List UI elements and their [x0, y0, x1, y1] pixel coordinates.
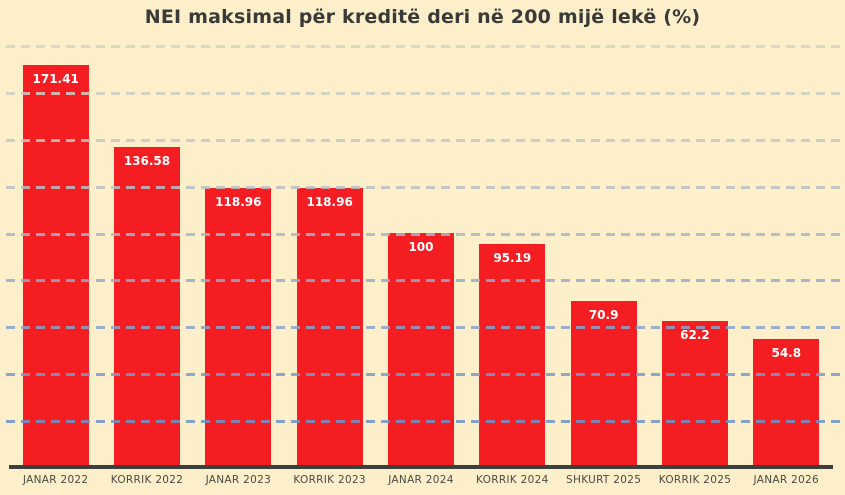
- bar-value-label: 118.96: [306, 195, 353, 210]
- bar-column: 118.96: [193, 188, 284, 467]
- bar-column: 136.58: [101, 146, 192, 467]
- x-axis-label: JANAR 2022: [22, 474, 89, 486]
- x-axis-label: KORRIK 2025: [658, 474, 732, 486]
- bar-value-label: 70.9: [588, 307, 619, 322]
- bar-value-label: 171.41: [32, 72, 79, 87]
- bar-value-label: 62.2: [680, 328, 710, 343]
- bar: 136.58: [113, 146, 180, 467]
- x-axis-labels: JANAR 2022 KORRIK 2022 JANAR 2023 KORRIK 20…: [10, 474, 832, 486]
- bar-columns: 171.41 136.58 118.96 118.96 100 95.19 70.9 62.2…: [10, 0, 832, 467]
- x-axis-label: JANAR 2024: [388, 474, 454, 486]
- x-axis-label: JANAR 2023: [205, 474, 272, 486]
- bar: 118.96: [205, 188, 272, 467]
- bar: 100: [387, 232, 454, 467]
- bar-column: 95.19: [467, 243, 558, 467]
- bar-column: 100: [375, 232, 466, 467]
- x-axis-label: KORRIK 2022: [110, 474, 184, 486]
- bar: 62.2: [661, 321, 728, 467]
- bar-value-label: 54.8: [771, 345, 802, 360]
- bar-column: 54.8: [741, 338, 832, 467]
- x-axis-label: JANAR 2026: [753, 474, 820, 486]
- bar: 70.9: [570, 300, 637, 467]
- bar-column: 171.41: [10, 65, 101, 467]
- x-axis-label: KORRIK 2024: [476, 474, 549, 486]
- bar-value-label: 118.96: [215, 195, 262, 210]
- bar: 171.41: [22, 65, 89, 467]
- bar: 118.96: [296, 188, 363, 467]
- x-axis-label: KORRIK 2023: [293, 474, 366, 486]
- chart-title: NEI maksimal për kreditë deri në 200 mij…: [144, 6, 701, 28]
- bar-value-label: 136.58: [123, 153, 171, 168]
- bar-column: 62.2: [649, 321, 740, 467]
- bar: 54.8: [753, 338, 820, 467]
- bar-column: 118.96: [284, 188, 375, 467]
- bar-value-label: 95.19: [493, 250, 532, 265]
- bar: 95.19: [479, 243, 546, 467]
- bar-value-label: 100: [408, 239, 434, 254]
- bar-column: 70.9: [558, 300, 649, 467]
- x-axis-line: [9, 465, 833, 469]
- x-axis-label: SHKURT 2025: [566, 474, 642, 486]
